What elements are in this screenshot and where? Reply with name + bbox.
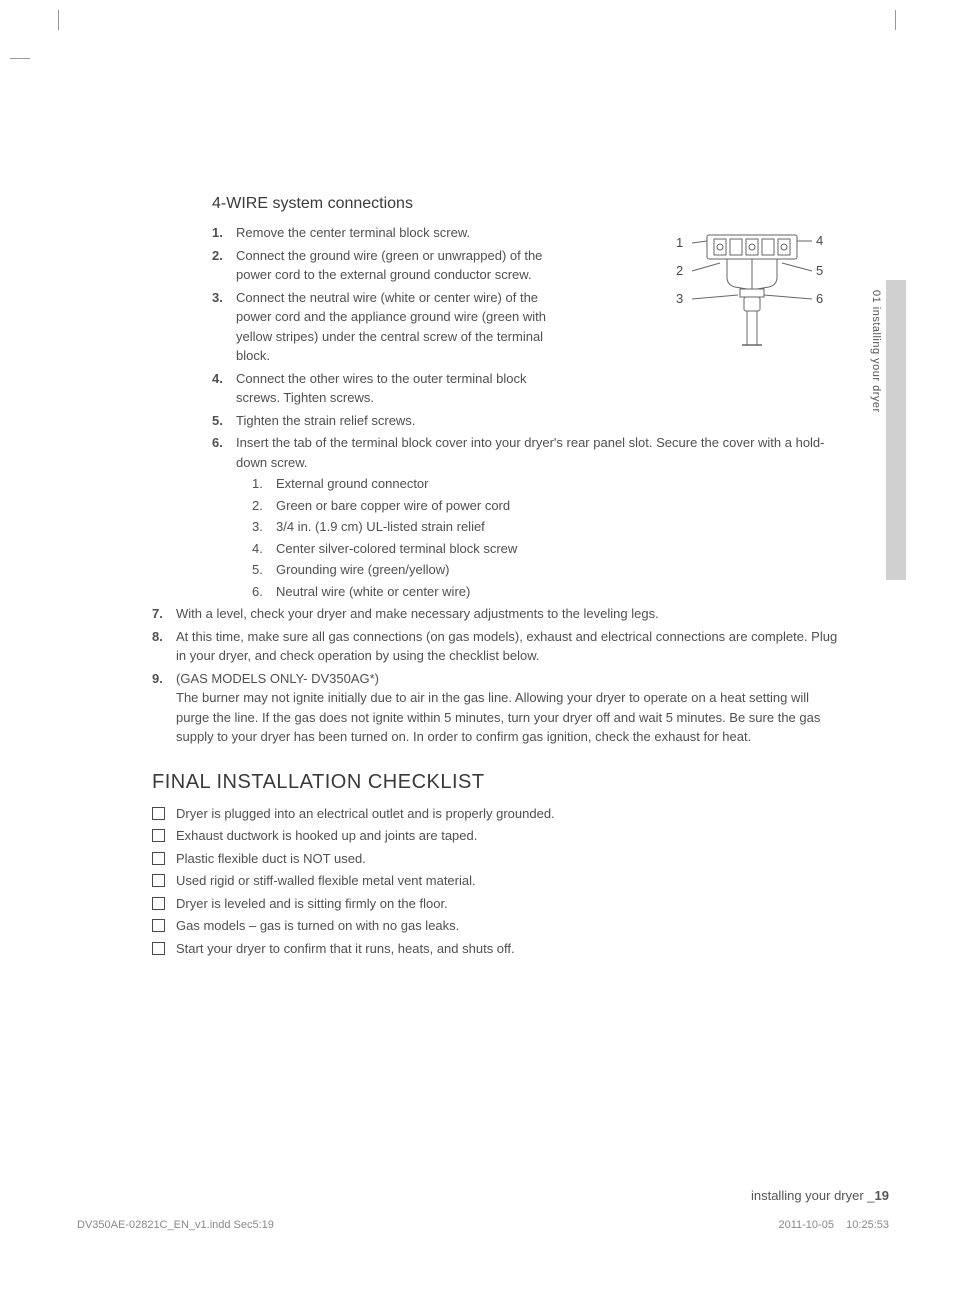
- diagram-label-1: 1: [676, 235, 683, 250]
- checklist-heading: FINAL INSTALLATION CHECKLIST: [152, 771, 842, 794]
- sub-item: 3/4 in. (1.9 cm) UL-listed strain relief: [252, 517, 842, 537]
- section-tab: [886, 280, 906, 580]
- step-text: Remove the center terminal block screw.: [236, 225, 470, 240]
- step-text: With a level, check your dryer and make …: [176, 606, 659, 621]
- step-text: (GAS MODELS ONLY- DV350AG*) The burner m…: [176, 671, 820, 745]
- diagram-label-5: 5: [816, 263, 823, 278]
- print-date: 2011-10-05: [778, 1219, 833, 1231]
- step-text: Tighten the strain relief screws.: [236, 413, 415, 428]
- checklist-item: Dryer is leveled and is sitting firmly o…: [152, 894, 842, 914]
- step-text: At this time, make sure all gas connecti…: [176, 629, 837, 664]
- checklist-item: Start your dryer to confirm that it runs…: [152, 939, 842, 959]
- final-checklist: Dryer is plugged into an electrical outl…: [152, 804, 842, 959]
- steps-outer-list: With a level, check your dryer and make …: [152, 604, 842, 747]
- step-text: Connect the neutral wire (white or cente…: [236, 290, 546, 364]
- print-footer: DV350AE-02821C_EN_v1.indd Sec5:19 2011-1…: [77, 1219, 889, 1231]
- sub-item: Green or bare copper wire of power cord: [252, 496, 842, 516]
- sub-item: Grounding wire (green/yellow): [252, 560, 842, 580]
- step-text: Insert the tab of the terminal block cov…: [236, 435, 825, 470]
- crop-mark-top-left: [10, 10, 60, 60]
- page-footer-text: installing your dryer _: [751, 1188, 875, 1203]
- crop-mark-top-right: [894, 10, 944, 60]
- diagram-label-4: 4: [816, 233, 823, 248]
- sub-item: External ground connector: [252, 474, 842, 494]
- checklist-item: Exhaust ductwork is hooked up and joints…: [152, 826, 842, 846]
- print-file: DV350AE-02821C_EN_v1.indd Sec5:19: [77, 1219, 274, 1231]
- sub-items-list: External ground connector Green or bare …: [252, 474, 842, 601]
- sub-item: Center silver-colored terminal block scr…: [252, 539, 842, 559]
- page-content: 1 2 3 4 5 6 4-WIRE system connections Re…: [152, 195, 842, 961]
- checklist-item: Used rigid or stiff-walled flexible meta…: [152, 871, 842, 891]
- step-text: Connect the ground wire (green or unwrap…: [236, 248, 542, 283]
- diagram-label-2: 2: [676, 263, 683, 278]
- diagram-label-6: 6: [816, 291, 823, 306]
- sub-item: Neutral wire (white or center wire): [252, 582, 842, 602]
- section-tab-label: 01 installing your dryer: [870, 290, 882, 413]
- diagram-label-3: 3: [676, 291, 683, 306]
- page-footer: installing your dryer _19: [751, 1188, 889, 1203]
- step-text: Connect the other wires to the outer ter…: [236, 371, 526, 406]
- checklist-item: Dryer is plugged into an electrical outl…: [152, 804, 842, 824]
- print-time: 10:25:53: [846, 1219, 889, 1231]
- page-number: 19: [875, 1188, 889, 1203]
- subheading-4wire: 4-WIRE system connections: [212, 195, 842, 213]
- checklist-item: Plastic flexible duct is NOT used.: [152, 849, 842, 869]
- checklist-item: Gas models – gas is turned on with no ga…: [152, 916, 842, 936]
- terminal-block-diagram: 1 2 3 4 5 6: [652, 227, 852, 357]
